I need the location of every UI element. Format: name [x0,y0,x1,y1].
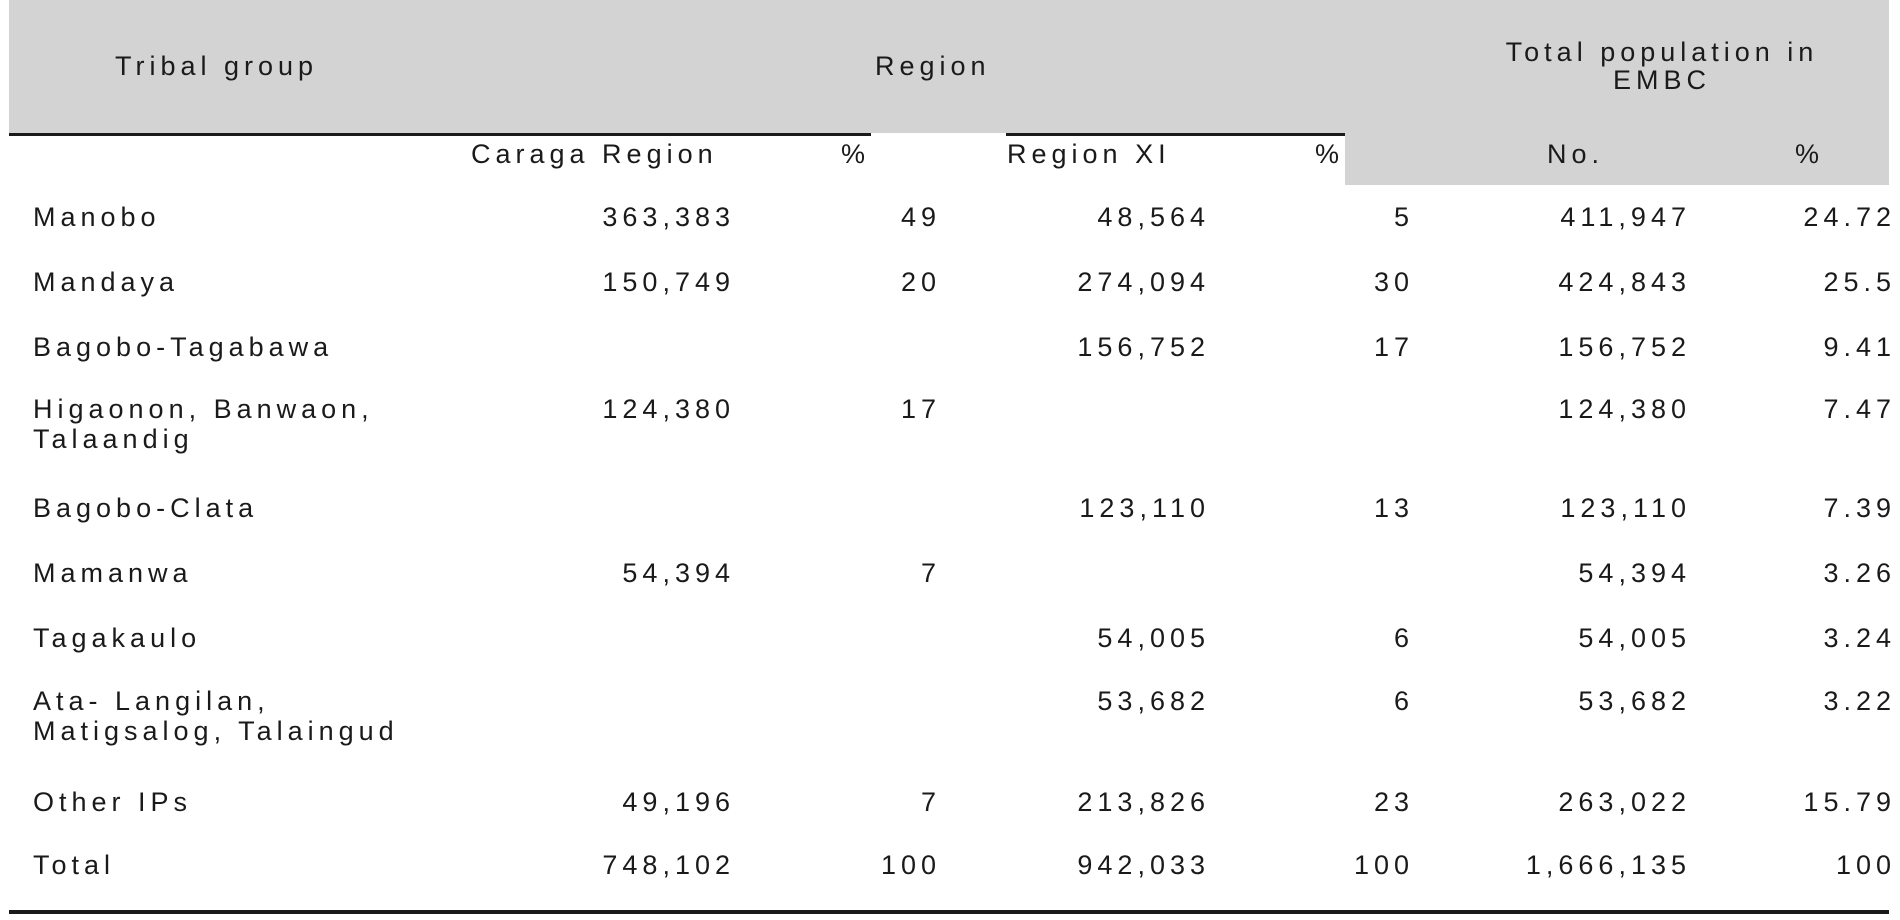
population-table: Tribal group Region Total population in … [9,0,1900,920]
cell-total-no: 424,843 [1558,267,1691,297]
cell-total-no: 124,380 [1558,394,1691,424]
header-tribal-group: Tribal group [115,51,319,81]
cell-total-pct: 24.72 [1803,202,1896,232]
cell-region-xi: 123,110 [1079,493,1210,523]
cell-total-pct: 3.24 [1823,623,1896,653]
cell-total-pct: 3.22 [1823,686,1896,716]
cell-region-xi: 942,033 [1077,850,1210,880]
cell-region-xi-pct: 13 [1373,493,1414,523]
cell-tribal-group: Bagobo-Tagabawa [33,332,334,362]
cell-caraga: 363,383 [602,202,735,232]
cell-region-xi-pct: 6 [1393,623,1414,653]
table-bottom-rule [9,910,1889,914]
cell-tribal-group: Other IPs [33,787,193,817]
cell-caraga: 748,102 [602,850,735,880]
header-total-population-line2: EMBC [1612,65,1711,95]
cell-region-xi-pct: 17 [1373,332,1414,362]
header-rule-region-xi [1006,133,1345,136]
header-region: Region [875,51,991,81]
cell-region-xi: 213,826 [1077,787,1210,817]
header-caraga-pct: % [841,139,871,169]
cell-total-pct: 7.39 [1823,493,1896,523]
header-total-population: Total population in EMBC [1477,38,1847,94]
cell-total-no: 53,682 [1578,686,1691,716]
cell-caraga-pct: 20 [900,267,941,297]
cell-region-xi: 274,094 [1077,267,1210,297]
cell-total-no: 411,947 [1560,202,1691,232]
cell-region-xi: 156,752 [1077,332,1210,362]
cell-region-xi-pct: 23 [1373,787,1414,817]
cell-total-pct: 25.5 [1823,267,1896,297]
cell-tribal-group: Total [33,850,116,880]
cell-tribal-group: Higaonon, Banwaon, Talaandig [33,394,374,454]
header-total-no: No. [1547,139,1605,169]
cell-tribal-group: Ata- Langilan, Matigsalog, Talaingud [33,686,399,746]
header-rule-tribal-caraga [9,133,871,136]
cell-region-xi: 54,005 [1097,623,1210,653]
cell-total-pct: 9.41 [1823,332,1896,362]
cell-tribal-group: Mandaya [33,267,180,297]
cell-total-pct: 100 [1835,850,1896,880]
cell-caraga-pct: 100 [880,850,941,880]
cell-region-xi: 48,564 [1097,202,1210,232]
cell-tribal-group: Bagobo-Clata [33,493,259,523]
cell-total-no: 54,005 [1578,623,1691,653]
cell-caraga-pct: 49 [900,202,941,232]
cell-region-xi-pct: 6 [1393,686,1414,716]
cell-tribal-group: Tagakaulo [33,623,202,653]
cell-total-no: 156,752 [1558,332,1691,362]
header-region-xi: Region XI [1007,139,1171,169]
cell-caraga: 124,380 [602,394,735,424]
cell-total-no: 123,110 [1560,493,1691,523]
cell-total-no: 263,022 [1558,787,1691,817]
cell-caraga: 54,394 [622,558,735,588]
header-band [9,0,1889,133]
cell-total-pct: 7.47 [1823,394,1896,424]
cell-caraga-pct: 7 [920,787,941,817]
cell-region-xi: 53,682 [1097,686,1210,716]
cell-region-xi-pct: 5 [1393,202,1414,232]
cell-caraga: 49,196 [622,787,735,817]
cell-tribal-group: Manobo [33,202,161,232]
cell-total-no: 54,394 [1578,558,1691,588]
cell-caraga: 150,749 [602,267,735,297]
cell-caraga-pct: 7 [920,558,941,588]
header-total-population-line1: Total population in [1505,37,1819,67]
cell-total-pct: 15.79 [1803,787,1896,817]
total-population-header-band [1345,133,1889,185]
cell-region-xi-pct: 100 [1353,850,1414,880]
cell-tribal-group: Mamanwa [33,558,193,588]
header-total-pct: % [1795,139,1825,169]
cell-caraga-pct: 17 [900,394,941,424]
header-caraga-region: Caraga Region [471,139,718,169]
cell-total-pct: 3.26 [1823,558,1896,588]
cell-total-no: 1,666,135 [1525,850,1691,880]
cell-region-xi-pct: 30 [1373,267,1414,297]
header-region-xi-pct: % [1315,139,1345,169]
